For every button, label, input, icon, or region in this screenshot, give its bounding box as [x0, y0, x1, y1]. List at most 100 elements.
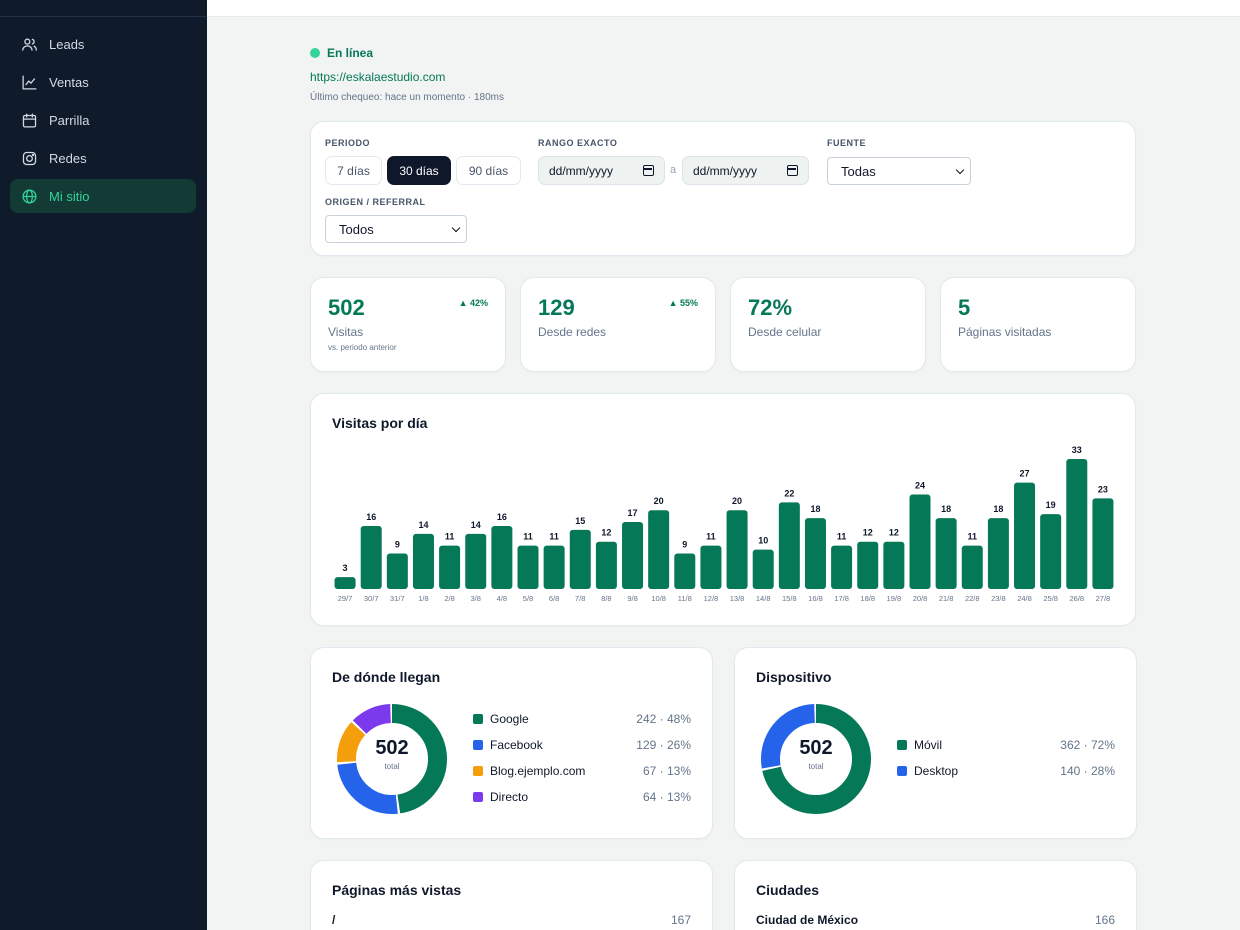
bar [674, 553, 696, 589]
source-label: FUENTE [827, 138, 866, 148]
x-tick-label: 8/8 [601, 594, 611, 603]
x-tick-label: 16/8 [808, 594, 823, 603]
sidebar-item-mi-sitio[interactable]: Mi sitio [10, 179, 196, 213]
chevron-down-icon [955, 165, 965, 175]
x-tick-label: 29/7 [338, 594, 353, 603]
bar [752, 549, 774, 589]
legend-label: Blog.ejemplo.com [490, 764, 586, 778]
legend-value: 67 · 13% [642, 764, 691, 778]
legend-label: Google [490, 712, 529, 726]
x-tick-label: 9/8 [627, 594, 637, 603]
devices-title: Dispositivo [756, 669, 832, 685]
bar [517, 545, 539, 589]
bar [831, 545, 853, 589]
bar [961, 545, 983, 589]
sidebar-item-redes[interactable]: Redes [10, 141, 196, 175]
legend-label: Móvil [914, 738, 943, 752]
origin-select[interactable]: Todos [325, 215, 467, 243]
x-tick-label: 12/8 [704, 594, 719, 603]
bar [622, 522, 644, 589]
bar-value-label: 16 [366, 512, 376, 522]
legend-item: Desktop 140 · 28% [897, 764, 1115, 778]
kpi-card-paginas: 5 Páginas visitadas [940, 277, 1136, 372]
bar-value-label: 9 [682, 540, 687, 550]
donut-center: 502 total [337, 737, 447, 771]
bar-value-label: 16 [497, 512, 507, 522]
bar [1066, 459, 1088, 589]
bar-value-label: 27 [1020, 469, 1030, 479]
donut-slice [337, 704, 447, 814]
kpi-label: Páginas visitadas [958, 325, 1052, 339]
bar [1014, 482, 1036, 589]
list-item-name: / [332, 913, 336, 927]
users-icon [22, 38, 37, 51]
period-90-button[interactable]: 90 días [456, 156, 521, 185]
site-url-link[interactable]: https://eskalaestudio.com [310, 70, 446, 84]
bar [439, 545, 461, 589]
bar-value-label: 11 [549, 532, 559, 542]
donut-total-label: total [384, 762, 400, 771]
calendar-picker-icon[interactable] [643, 165, 654, 176]
kpi-sub: vs. periodo anterior [328, 343, 397, 352]
period-label: PERIODO [325, 138, 371, 148]
sidebar-item-label: Parrilla [49, 112, 90, 128]
sources-card: De dónde llegan 502 total Google 242 · 4… [310, 647, 713, 839]
x-tick-label: 17/8 [834, 594, 849, 603]
legend-value: 362 · 72% [1060, 738, 1115, 752]
bar [543, 545, 565, 589]
donut-total-label: total [808, 762, 824, 771]
visits-chart-card: Visitas por día 3 29/7 16 30/7 9 31/7 14 1/8 11 2… [310, 393, 1136, 626]
legend-swatch [473, 740, 483, 750]
period-30-button[interactable]: 30 días [387, 156, 451, 185]
bar-value-label: 9 [395, 540, 400, 550]
legend-swatch [473, 766, 483, 776]
x-tick-label: 14/8 [756, 594, 771, 603]
x-tick-label: 26/8 [1069, 594, 1084, 603]
sidebar-item-leads[interactable]: Leads [10, 27, 196, 61]
x-tick-label: 20/8 [913, 594, 928, 603]
bar [778, 502, 800, 589]
date-from-input[interactable]: dd/mm/yyyy [538, 156, 665, 185]
kpi-label: Desde celular [748, 325, 822, 339]
kpi-card-visitas: 502 ▲ 42% Visitas vs. periodo anterior [310, 277, 506, 372]
bar [804, 518, 826, 589]
visits-bar-chart: 3 29/7 16 30/7 9 31/7 14 1/8 11 2/8 14 3/8 16 4/8 11 5/… [334, 445, 1114, 603]
bar-value-label: 20 [654, 496, 664, 506]
bar [700, 545, 722, 589]
bar-value-label: 14 [471, 520, 481, 530]
sidebar-item-ventas[interactable]: Ventas [10, 65, 196, 99]
x-tick-label: 30/7 [364, 594, 379, 603]
x-tick-label: 25/8 [1043, 594, 1058, 603]
date-to-placeholder: dd/mm/yyyy [693, 163, 758, 178]
sidebar-item-parrilla[interactable]: Parrilla [10, 103, 196, 137]
list-item[interactable]: / 167 [332, 913, 691, 929]
bar [334, 577, 356, 589]
bar-value-label: 11 [837, 532, 847, 542]
bar [595, 541, 617, 589]
filters-panel: PERIODO 7 días 30 días 90 días RANGO EXA… [310, 121, 1136, 256]
x-tick-label: 19/8 [887, 594, 902, 603]
source-select[interactable]: Todas [827, 157, 971, 185]
date-to-input[interactable]: dd/mm/yyyy [682, 156, 809, 185]
list-item[interactable]: Ciudad de México 166 [756, 913, 1115, 929]
source-select-value: Todas [841, 163, 876, 179]
x-tick-label: 3/8 [471, 594, 481, 603]
kpi-trend-value: 42% [469, 298, 488, 308]
chevron-down-icon [451, 223, 461, 233]
calendar-picker-icon[interactable] [787, 165, 798, 176]
site-status: En línea https://eskalaestudio.com Últim… [310, 46, 504, 103]
kpi-card-celular: 72% Desde celular [730, 277, 926, 372]
legend-swatch [473, 714, 483, 724]
x-tick-label: 4/8 [497, 594, 507, 603]
legend-swatch [473, 792, 483, 802]
bar-value-label: 12 [889, 528, 899, 538]
last-check-text: Último chequeo: hace un momento · 180ms [310, 92, 504, 103]
bar [491, 525, 513, 589]
period-7-button[interactable]: 7 días [325, 156, 382, 185]
legend-item: Blog.ejemplo.com 67 · 13% [473, 764, 691, 778]
bar [726, 510, 748, 589]
bar-value-label: 24 [915, 480, 925, 490]
x-tick-label: 21/8 [939, 594, 954, 603]
x-tick-label: 22/8 [965, 594, 980, 603]
origin-select-value: Todos [339, 221, 374, 237]
